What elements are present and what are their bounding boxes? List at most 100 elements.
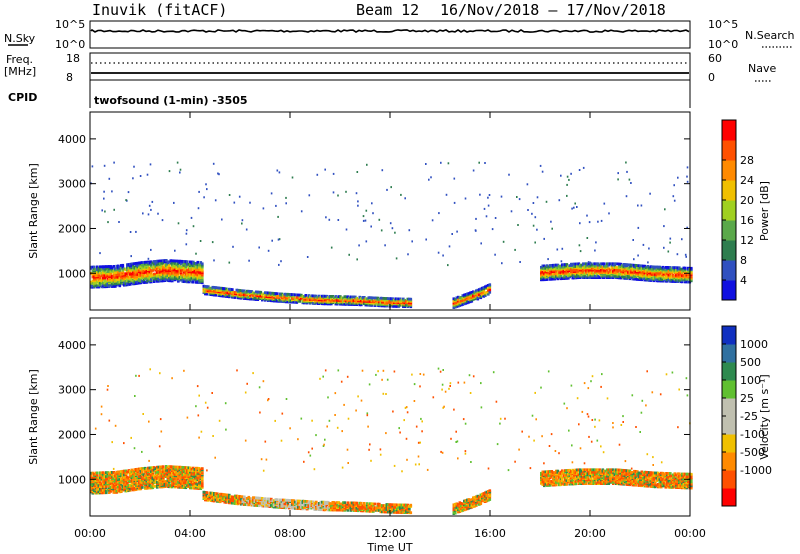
range-gate-cell — [208, 491, 212, 495]
range-gate-cell — [298, 299, 302, 303]
range-gate-cell — [90, 265, 93, 269]
scatter-echo — [456, 230, 458, 233]
scatter-echo — [428, 178, 430, 181]
range-gate-cell — [238, 497, 242, 501]
range-gate-cell — [274, 298, 278, 302]
range-gate-cell — [315, 298, 318, 302]
scatter-echo — [258, 246, 260, 249]
range-gate-cell — [169, 465, 173, 469]
range-gate-cell — [336, 301, 339, 305]
range-gate-cell — [192, 469, 195, 472]
range-gate-cell — [156, 259, 159, 263]
range-gate-cell — [316, 302, 320, 305]
range-gate-cell — [330, 502, 333, 506]
range-gate-cell — [237, 288, 240, 292]
scatter-echo — [491, 228, 494, 231]
range-gate-cell — [457, 503, 460, 506]
scatter-echo — [600, 219, 603, 222]
range-gate-cell — [123, 272, 126, 276]
range-gate-cell — [162, 279, 165, 283]
range-gate-cell — [274, 505, 278, 509]
range-gate-cell — [406, 297, 410, 301]
range-gate-cell — [255, 294, 258, 298]
range-gate-cell — [171, 481, 174, 485]
range-gate-cell — [312, 504, 315, 507]
range-gate-cell — [202, 490, 206, 494]
range-gate-cell — [460, 502, 463, 505]
range-gate-cell — [216, 492, 219, 496]
range-gate-cell — [321, 294, 324, 298]
range-gate-cell — [670, 275, 674, 278]
range-gate-cell — [159, 465, 162, 469]
range-gate-cell — [177, 475, 180, 479]
scatter-echo — [534, 216, 537, 219]
range-gate-cell — [237, 494, 240, 498]
range-gate-cell — [310, 294, 314, 298]
range-gate-cell — [123, 486, 126, 489]
range-gate-cell — [283, 292, 287, 296]
range-gate-cell — [181, 260, 185, 263]
range-gate-cell — [601, 266, 605, 269]
range-gate-cell — [555, 275, 558, 278]
scatter-echo — [508, 173, 510, 176]
nsky-label: N.Sky — [4, 32, 36, 45]
range-gate-cell — [393, 304, 396, 308]
range-gate-cell — [660, 277, 663, 280]
range-gate-cell — [193, 481, 197, 485]
scatter-echo — [108, 177, 111, 180]
range-gate-cell — [118, 284, 122, 288]
range-gate-cell — [277, 504, 281, 508]
range-gate-cell — [297, 298, 300, 302]
range-gate-cell — [406, 503, 410, 507]
range-gate-cell — [133, 487, 137, 490]
range-gate-cell — [118, 273, 122, 276]
range-gate-cell — [367, 503, 371, 507]
scatter-echo — [104, 210, 106, 213]
range-gate-cell — [485, 291, 489, 294]
range-gate-cell — [103, 491, 107, 495]
range-gate-cell — [271, 499, 275, 502]
range-gate-cell — [255, 290, 258, 294]
range-gate-cell — [162, 472, 165, 476]
range-gate-cell — [139, 265, 143, 268]
scatter-echo — [111, 190, 113, 193]
range-gate-cell — [97, 487, 101, 491]
range-gate-cell — [222, 493, 225, 496]
range-gate-cell — [292, 503, 296, 506]
range-gate-cell — [145, 263, 149, 267]
scatter-echo — [558, 199, 561, 202]
range-gate-cell — [631, 267, 635, 271]
range-gate-cell — [132, 266, 135, 269]
range-gate-cell — [217, 286, 221, 290]
scatter-echo — [474, 229, 477, 232]
range-gate-cell — [145, 260, 149, 264]
range-gate-cell — [210, 289, 213, 293]
scatter-echo — [475, 217, 477, 220]
range-gate-cell — [102, 281, 105, 285]
range-gate-cell — [285, 498, 288, 502]
range-gate-cell — [378, 502, 381, 506]
range-gate-cell — [373, 299, 377, 302]
scatter-echo — [649, 192, 651, 195]
range-gate-cell — [687, 266, 690, 270]
range-gate-cell — [130, 277, 134, 281]
range-gate-cell — [402, 511, 405, 514]
range-gate-cell — [455, 502, 459, 506]
range-gate-cell — [139, 469, 143, 473]
range-gate-cell — [381, 299, 384, 303]
range-gate-cell — [657, 265, 660, 269]
range-gate-cell — [467, 292, 471, 295]
range-gate-cell — [331, 298, 335, 302]
range-gate-cell — [405, 503, 408, 507]
range-gate-cell — [198, 263, 201, 267]
range-gate-cell — [150, 277, 153, 281]
range-gate-cell — [690, 275, 693, 279]
range-gate-cell — [324, 294, 327, 298]
power-data — [90, 161, 693, 309]
range-gate-cell — [253, 296, 257, 300]
range-gate-cell — [684, 266, 687, 270]
range-gate-cell — [138, 467, 141, 471]
range-gate-cell — [157, 478, 161, 482]
range-gate-cell — [196, 263, 200, 267]
scatter-echo — [664, 208, 666, 211]
